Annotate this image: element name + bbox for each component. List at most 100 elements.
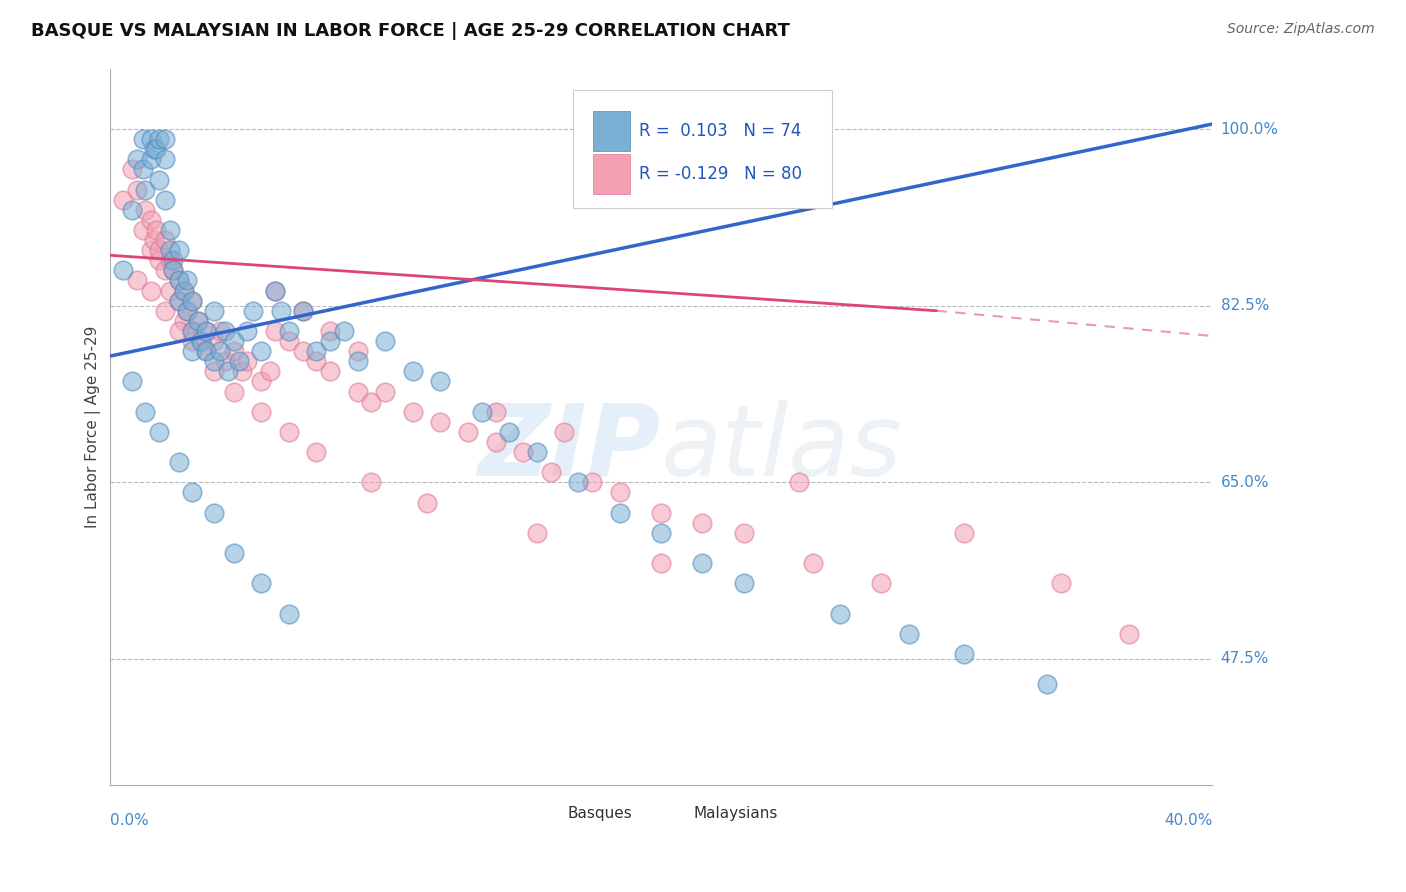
Point bbox=[733, 525, 755, 540]
Point bbox=[250, 375, 273, 389]
Point bbox=[202, 364, 225, 378]
Point bbox=[333, 324, 356, 338]
Point bbox=[162, 263, 184, 277]
FancyBboxPatch shape bbox=[572, 90, 832, 208]
Point bbox=[319, 334, 342, 348]
Point bbox=[139, 243, 162, 257]
Point bbox=[127, 273, 149, 287]
Point bbox=[953, 525, 976, 540]
Point bbox=[402, 364, 425, 378]
Point bbox=[134, 202, 156, 217]
Point bbox=[277, 324, 299, 338]
Point bbox=[553, 425, 575, 439]
Text: R = -0.129   N = 80: R = -0.129 N = 80 bbox=[638, 165, 801, 183]
Text: 82.5%: 82.5% bbox=[1220, 298, 1268, 313]
Point bbox=[277, 334, 299, 348]
Point bbox=[291, 344, 314, 359]
Point bbox=[181, 344, 204, 359]
Point bbox=[139, 132, 162, 146]
Point bbox=[148, 132, 170, 146]
Point bbox=[145, 223, 167, 237]
Point bbox=[270, 303, 292, 318]
FancyBboxPatch shape bbox=[592, 111, 630, 151]
Point bbox=[153, 193, 176, 207]
Text: 40.0%: 40.0% bbox=[1164, 813, 1212, 828]
Point bbox=[305, 344, 328, 359]
Point bbox=[346, 384, 368, 399]
Point bbox=[222, 546, 245, 560]
Point bbox=[187, 314, 209, 328]
Point bbox=[159, 284, 181, 298]
FancyBboxPatch shape bbox=[592, 153, 630, 194]
Text: atlas: atlas bbox=[661, 400, 903, 497]
Point bbox=[429, 415, 451, 429]
Point bbox=[176, 273, 198, 287]
Point bbox=[242, 303, 264, 318]
Point bbox=[139, 284, 162, 298]
Point bbox=[250, 405, 273, 419]
Point bbox=[1118, 626, 1140, 640]
Point bbox=[277, 425, 299, 439]
Point bbox=[148, 172, 170, 186]
Text: R =  0.103   N = 74: R = 0.103 N = 74 bbox=[638, 122, 801, 140]
Text: 47.5%: 47.5% bbox=[1220, 651, 1268, 666]
Text: Source: ZipAtlas.com: Source: ZipAtlas.com bbox=[1227, 22, 1375, 37]
Point bbox=[181, 293, 204, 308]
Point bbox=[346, 344, 368, 359]
Point bbox=[402, 405, 425, 419]
Text: ZIP: ZIP bbox=[478, 400, 661, 497]
Point bbox=[121, 162, 143, 177]
Point bbox=[222, 384, 245, 399]
Point bbox=[148, 243, 170, 257]
Point bbox=[181, 334, 204, 348]
Point bbox=[498, 425, 520, 439]
Point bbox=[512, 445, 534, 459]
Point bbox=[540, 465, 562, 479]
Point bbox=[167, 273, 190, 287]
Point bbox=[1036, 677, 1059, 691]
Point bbox=[202, 354, 225, 368]
Point bbox=[167, 293, 190, 308]
Point bbox=[415, 495, 437, 509]
Point bbox=[195, 344, 218, 359]
Point bbox=[208, 324, 231, 338]
Point bbox=[471, 405, 494, 419]
Point bbox=[291, 303, 314, 318]
Point bbox=[181, 324, 204, 338]
Point bbox=[360, 394, 382, 409]
Point bbox=[153, 132, 176, 146]
Point bbox=[134, 183, 156, 197]
Point bbox=[567, 475, 589, 490]
Point bbox=[787, 475, 810, 490]
Point bbox=[264, 324, 287, 338]
Point bbox=[250, 344, 273, 359]
Point bbox=[159, 243, 181, 257]
Point bbox=[173, 284, 195, 298]
Point bbox=[650, 506, 672, 520]
Point bbox=[181, 485, 204, 500]
Point bbox=[228, 354, 250, 368]
Point bbox=[231, 364, 253, 378]
Point bbox=[264, 284, 287, 298]
Point bbox=[159, 253, 181, 268]
FancyBboxPatch shape bbox=[654, 800, 689, 826]
Text: 65.0%: 65.0% bbox=[1220, 475, 1270, 490]
Point bbox=[142, 233, 165, 247]
Point bbox=[291, 303, 314, 318]
Point bbox=[214, 324, 236, 338]
Point bbox=[153, 303, 176, 318]
Point bbox=[181, 293, 204, 308]
Point bbox=[236, 324, 259, 338]
Point bbox=[319, 364, 342, 378]
Point bbox=[526, 525, 548, 540]
Point bbox=[127, 183, 149, 197]
Point bbox=[898, 626, 921, 640]
Point bbox=[176, 303, 198, 318]
Point bbox=[581, 475, 603, 490]
Point bbox=[526, 445, 548, 459]
Point bbox=[121, 375, 143, 389]
Point bbox=[650, 525, 672, 540]
Point bbox=[259, 364, 281, 378]
Point bbox=[153, 263, 176, 277]
Point bbox=[214, 354, 236, 368]
